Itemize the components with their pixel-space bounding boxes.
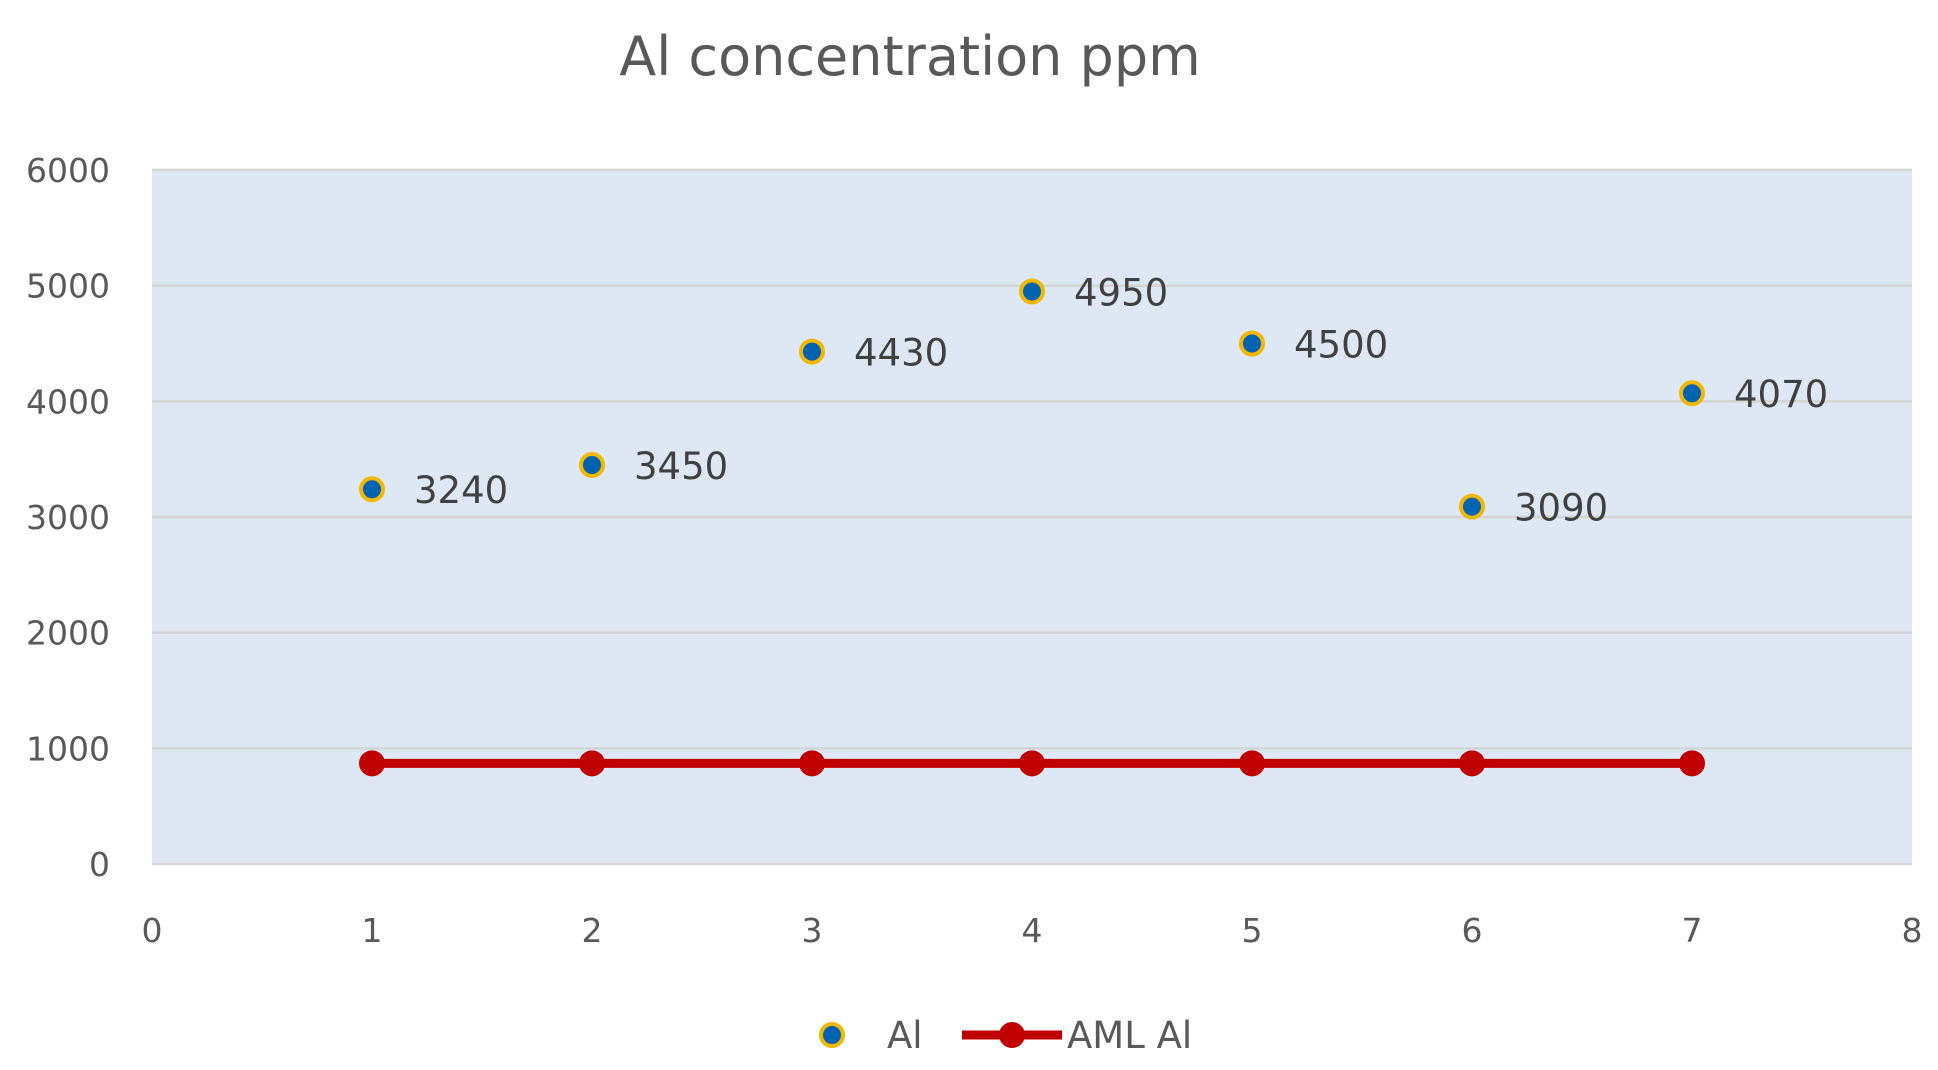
al-point — [799, 338, 825, 365]
al-data-label: 4070 — [1734, 373, 1828, 416]
aml-al-point — [579, 750, 605, 777]
x-tick-label: 7 — [1682, 911, 1703, 950]
al-data-label: 3450 — [634, 445, 728, 488]
aml-al-point — [1679, 750, 1705, 777]
x-tick-label: 8 — [1902, 911, 1923, 950]
series-layer — [359, 278, 1705, 777]
aml-al-point — [799, 750, 825, 777]
y-tick-label: 0 — [89, 845, 110, 884]
al-data-label: 3240 — [414, 469, 508, 512]
x-axis-ticks: 0 1 2 3 4 5 6 7 8 — [142, 911, 1923, 950]
al-point — [1679, 380, 1705, 407]
al-point — [579, 451, 605, 478]
al-point — [1019, 278, 1045, 305]
aml-al-point — [1019, 750, 1045, 777]
x-tick-label: 3 — [802, 911, 823, 950]
legend-aml-marker — [999, 1022, 1025, 1048]
y-tick-label: 5000 — [26, 267, 110, 306]
x-tick-label: 5 — [1242, 911, 1263, 950]
y-tick-label: 3000 — [26, 498, 110, 537]
aml-al-point — [359, 750, 385, 777]
x-tick-label: 6 — [1462, 911, 1483, 950]
al-point — [1459, 493, 1485, 520]
chart-title: Al concentration ppm — [619, 25, 1200, 88]
al-point — [1239, 330, 1265, 357]
legend: Al AML Al — [819, 1014, 1192, 1057]
al-point — [359, 476, 385, 503]
legend-al-marker — [819, 1022, 845, 1048]
data-labels: 3240 3450 4430 4950 4500 3090 4070 — [414, 271, 1828, 529]
al-data-label: 3090 — [1514, 487, 1608, 530]
legend-aml-label: AML Al — [1067, 1014, 1192, 1057]
y-tick-label: 1000 — [26, 729, 110, 768]
al-data-label: 4500 — [1294, 324, 1388, 367]
al-data-label: 4950 — [1074, 271, 1168, 314]
x-tick-label: 1 — [362, 911, 383, 950]
y-tick-label: 4000 — [26, 382, 110, 421]
x-tick-label: 0 — [142, 911, 163, 950]
al-data-label: 4430 — [854, 332, 948, 375]
legend-al-label: Al — [887, 1014, 923, 1057]
y-tick-label: 2000 — [26, 614, 110, 653]
x-tick-label: 4 — [1022, 911, 1043, 950]
aml-al-point — [1459, 750, 1485, 777]
aml-al-point — [1239, 750, 1265, 777]
x-tick-label: 2 — [582, 911, 603, 950]
y-axis-ticks: 0 1000 2000 3000 4000 5000 6000 — [26, 151, 110, 884]
y-tick-label: 6000 — [26, 151, 110, 190]
